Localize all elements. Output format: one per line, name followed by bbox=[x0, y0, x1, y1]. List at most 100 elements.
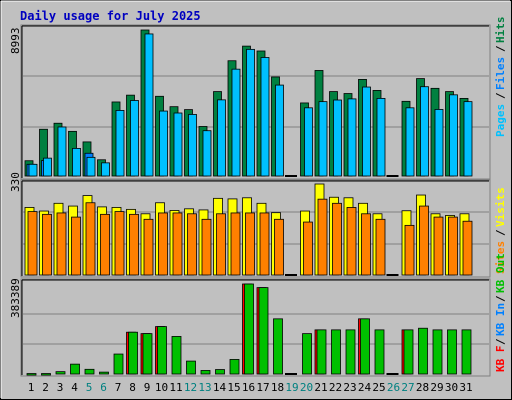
pages-bar bbox=[463, 101, 473, 177]
sites-bar bbox=[42, 213, 52, 276]
kbout-bar bbox=[215, 369, 225, 375]
sites-bar bbox=[27, 211, 38, 276]
sites-bar bbox=[56, 212, 67, 276]
sites-bar bbox=[332, 202, 342, 276]
kbout-bar bbox=[360, 318, 370, 375]
pages-bar bbox=[362, 86, 371, 177]
kbout-bar bbox=[128, 331, 138, 375]
x-tick-label: 12 bbox=[184, 381, 197, 394]
legend-sep: / bbox=[494, 229, 507, 236]
pages-bar bbox=[304, 107, 313, 177]
x-tick-label: 18 bbox=[271, 381, 284, 394]
kbout-bar bbox=[157, 326, 167, 375]
kbout-bar bbox=[113, 353, 124, 375]
x-tick-label: 28 bbox=[416, 381, 429, 394]
pages-bar bbox=[86, 156, 96, 177]
pages-bar bbox=[420, 86, 429, 177]
y-max-label-top: 8993 bbox=[9, 28, 22, 55]
kbout-bar bbox=[41, 373, 51, 376]
x-tick-label: 15 bbox=[227, 381, 240, 394]
x-tick-labels: 1 2 3 4 5 6 7 8 9 10 11 12 13 14 15 16 17 18 19 20 21 22 23 24 2… bbox=[28, 381, 473, 394]
sites-bar bbox=[201, 218, 212, 276]
x-tick-label: 10 bbox=[155, 381, 168, 394]
x-tick-label: 22 bbox=[329, 381, 342, 394]
legend-kbf: KB F bbox=[494, 346, 507, 373]
legend-sep: / bbox=[494, 338, 507, 345]
legend-visits: Visits bbox=[494, 187, 507, 227]
pages-bar bbox=[101, 162, 110, 177]
sites-bar bbox=[346, 207, 357, 276]
x-tick-label: 14 bbox=[213, 381, 227, 394]
x-tick-label: 16 bbox=[242, 381, 255, 394]
sites-bar bbox=[448, 216, 458, 276]
x-tick-label: 30 bbox=[445, 381, 458, 394]
pages-bar bbox=[159, 110, 168, 177]
sites-bar bbox=[129, 213, 139, 276]
x-tick-label: 4 bbox=[71, 381, 78, 394]
pages-bar bbox=[72, 148, 81, 177]
sites-bar bbox=[187, 213, 197, 276]
y-max-label-middle: 330 bbox=[9, 172, 22, 192]
pages-bar bbox=[347, 98, 357, 177]
kbout-bar bbox=[331, 329, 341, 375]
sites-bar bbox=[143, 218, 154, 276]
legend-sep: / bbox=[494, 92, 507, 99]
pages-bar bbox=[434, 109, 444, 177]
kbout-bar bbox=[403, 329, 414, 375]
x-tick-label: 31 bbox=[459, 381, 472, 394]
pages-bar bbox=[333, 99, 342, 177]
x-tick-label: 5 bbox=[86, 381, 93, 394]
x-tick-label: 17 bbox=[256, 381, 269, 394]
legend-middle: Sites / Visits bbox=[494, 187, 507, 274]
kbout-bar bbox=[84, 368, 95, 375]
kbout-bar bbox=[99, 371, 109, 375]
legend-top: Pages / Files / Hits bbox=[494, 17, 507, 138]
pages-bar bbox=[231, 68, 241, 177]
x-tick-label: 11 bbox=[169, 381, 182, 394]
sites-bar bbox=[158, 212, 168, 276]
kbout-bar bbox=[244, 283, 254, 375]
legend-sites: Sites bbox=[494, 241, 507, 274]
legend-kbout: KB Out bbox=[494, 253, 507, 293]
kbout-bar bbox=[186, 360, 196, 375]
x-tick-label: 29 bbox=[430, 381, 443, 394]
pages-bar bbox=[405, 107, 415, 177]
pages-bar bbox=[246, 48, 255, 177]
x-tick-label: 2 bbox=[42, 381, 49, 394]
sites-bar bbox=[419, 205, 429, 276]
x-tick-label: 1 bbox=[28, 381, 35, 394]
pages-bar bbox=[144, 33, 154, 177]
pages-bar bbox=[449, 94, 458, 177]
sites-bar bbox=[462, 220, 473, 276]
bars bbox=[24, 29, 473, 376]
sites-bar bbox=[404, 224, 415, 276]
x-tick-label: 25 bbox=[372, 381, 385, 394]
sites-bar bbox=[259, 212, 270, 276]
x-tick-label: 9 bbox=[144, 381, 151, 394]
sites-bar bbox=[100, 213, 110, 276]
legend-kbin: KB In bbox=[494, 303, 507, 336]
kbout-bar bbox=[345, 329, 356, 375]
kbout-bar bbox=[316, 329, 327, 375]
kbout-bar bbox=[374, 329, 385, 375]
sites-bar bbox=[303, 221, 313, 276]
sites-bar bbox=[71, 216, 81, 276]
x-tick-label: 8 bbox=[129, 381, 136, 394]
kbout-bar bbox=[26, 373, 37, 376]
x-tick-label: 23 bbox=[343, 381, 356, 394]
kbout-bar bbox=[171, 336, 182, 375]
legend-pages: Pages bbox=[494, 104, 507, 137]
pages-bar bbox=[130, 100, 139, 177]
pages-bar bbox=[43, 157, 52, 177]
kbout-bar bbox=[302, 333, 312, 375]
sites-bar bbox=[230, 212, 241, 276]
pages-bar bbox=[115, 110, 125, 177]
kbout-bar bbox=[447, 329, 457, 375]
sites-bar bbox=[216, 213, 226, 276]
pages-bar bbox=[28, 163, 38, 177]
x-tick-label: 13 bbox=[198, 381, 211, 394]
sites-bar bbox=[274, 218, 284, 276]
sites-bar bbox=[85, 202, 96, 276]
kbout-bar bbox=[229, 359, 240, 375]
